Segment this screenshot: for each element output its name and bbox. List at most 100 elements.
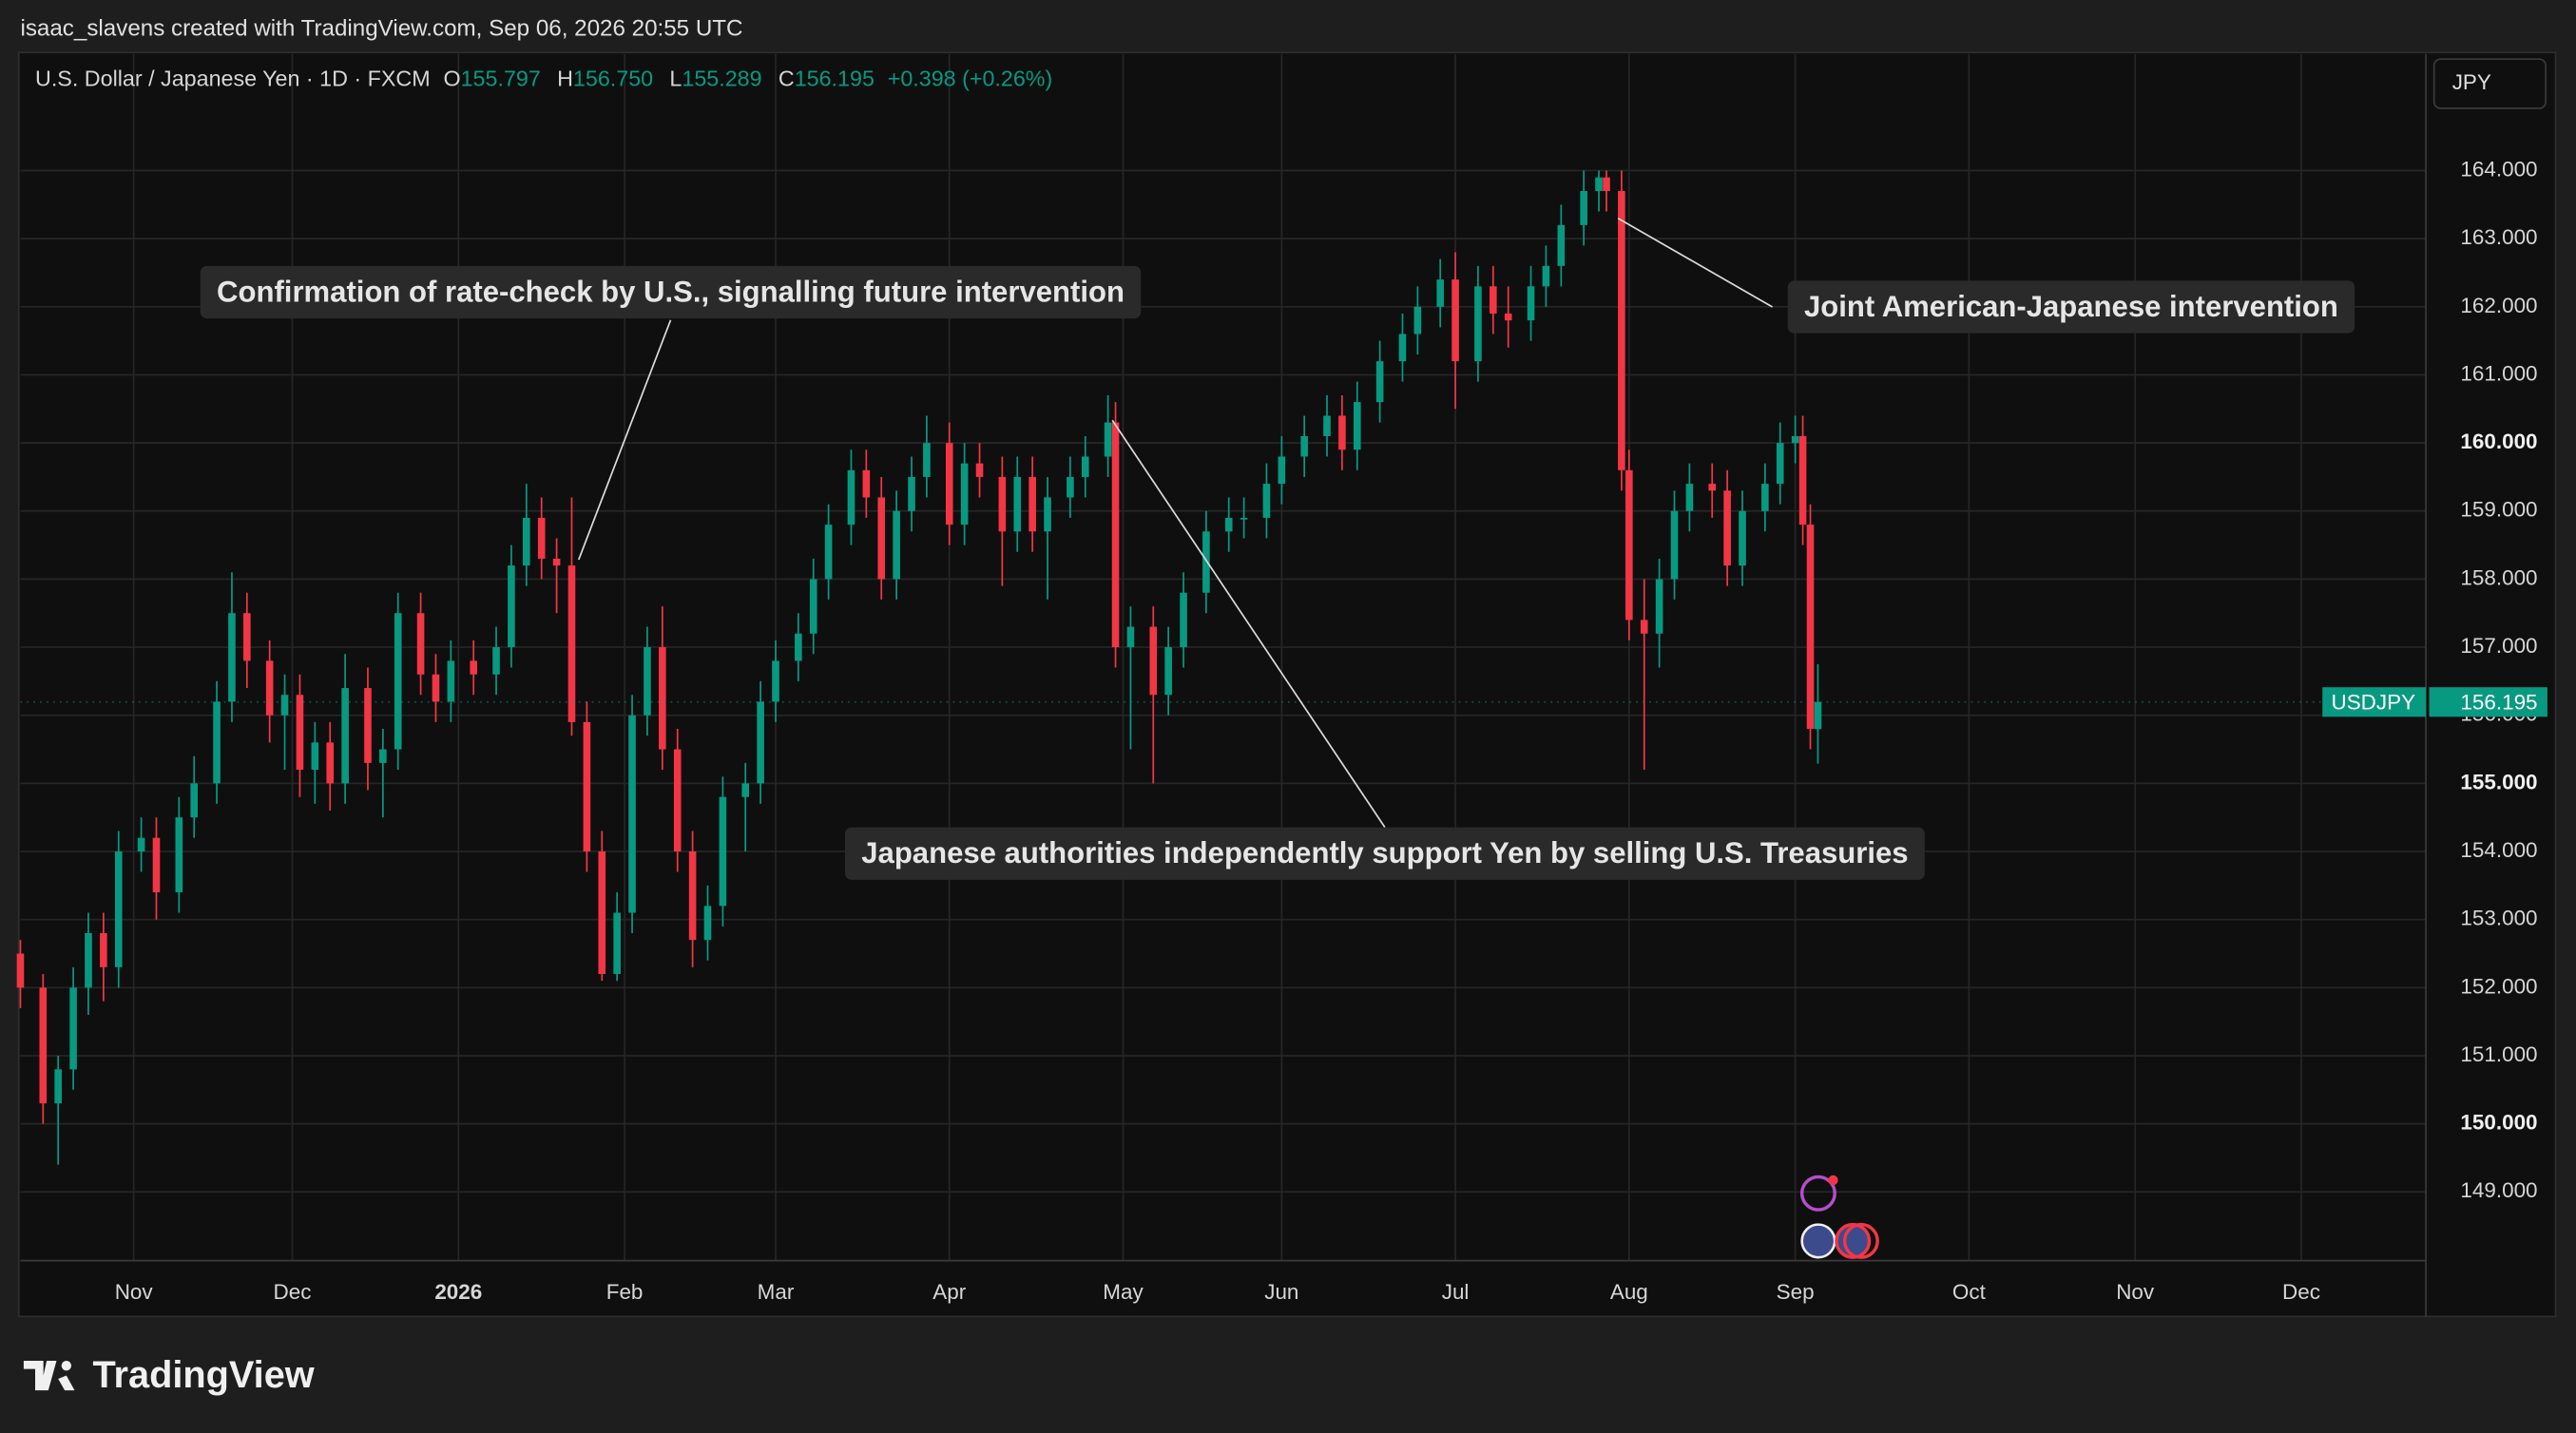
- candle-body: [1542, 265, 1550, 287]
- candle-body: [1451, 279, 1459, 362]
- candle-body: [152, 837, 161, 893]
- candle-body: [1323, 415, 1331, 436]
- grid: [20, 54, 2427, 1261]
- candle-body: [243, 613, 251, 661]
- candle-body: [1398, 334, 1407, 362]
- legend-value: 155.797: [461, 67, 541, 91]
- event-icon[interactable]: [1842, 1222, 1879, 1259]
- y-tick-label: 162.000: [2460, 294, 2537, 317]
- candle-body: [1798, 435, 1807, 525]
- y-tick-label: 158.000: [2460, 565, 2537, 589]
- symbol-tag-label: USDJPY: [2332, 690, 2416, 714]
- candle-body: [364, 688, 372, 763]
- event-icon[interactable]: [1835, 1222, 1872, 1259]
- callout-line: [577, 319, 672, 561]
- candle-body: [1104, 422, 1112, 457]
- candle-body: [673, 749, 682, 852]
- x-tick-label: Nov: [2116, 1280, 2155, 1304]
- candle-body: [772, 660, 779, 702]
- x-tick-label: May: [1103, 1280, 1144, 1304]
- candle-body: [1527, 286, 1535, 321]
- candle-body: [847, 469, 855, 525]
- candle-body: [508, 565, 515, 648]
- candle-body: [416, 613, 425, 675]
- callout-line: [1617, 217, 1774, 308]
- event-icon[interactable]: [1799, 1175, 1836, 1212]
- x-tick-label: Dec: [2282, 1280, 2320, 1304]
- y-tick-label: 155.000: [2460, 770, 2537, 793]
- y-tick-label: 154.000: [2460, 838, 2537, 862]
- y-tick-label: 150.000: [2460, 1111, 2537, 1135]
- candle-body: [1413, 306, 1422, 334]
- event-dot: [1828, 1175, 1838, 1186]
- candle-body: [1806, 525, 1815, 730]
- candle-body: [1670, 510, 1679, 580]
- candle-body: [552, 558, 561, 566]
- event-icon[interactable]: [1800, 1223, 1836, 1259]
- candle-body: [824, 525, 833, 580]
- candle-body: [1723, 490, 1731, 566]
- candle-body: [703, 906, 712, 941]
- x-tick-label: Jun: [1264, 1280, 1298, 1304]
- x-tick-label: Nov: [115, 1280, 154, 1304]
- candle-body: [975, 463, 984, 477]
- x-tick-label: Apr: [932, 1280, 966, 1304]
- candle-body: [537, 517, 546, 559]
- candles: [16, 170, 1822, 1165]
- candle-body: [1557, 224, 1566, 266]
- candle-body: [1044, 497, 1051, 532]
- candle-body: [1149, 626, 1158, 696]
- candle-body: [175, 817, 183, 893]
- y-tick-label: 153.000: [2460, 907, 2537, 930]
- symbol-tag: [2322, 687, 2427, 717]
- currency-button-label[interactable]: JPY: [2452, 70, 2491, 94]
- currency-button[interactable]: [2432, 58, 2547, 109]
- candle-body: [659, 647, 666, 750]
- candle-body: [741, 783, 750, 797]
- candle-body: [326, 742, 335, 784]
- logo-mark: [58, 1375, 75, 1391]
- candle-body: [1436, 279, 1444, 307]
- candle-body: [628, 715, 636, 913]
- candle-body: [1474, 286, 1482, 362]
- candle-body: [757, 701, 764, 784]
- price-tag-label: 156.195: [2460, 690, 2537, 714]
- candle-body: [719, 796, 727, 907]
- callout-box: [200, 265, 1142, 319]
- legend-value: 155.289: [682, 67, 761, 91]
- candle-body: [1240, 517, 1248, 520]
- candle-body: [447, 660, 455, 702]
- chart-panel: [17, 51, 2557, 1318]
- x-tick-label: Jul: [1442, 1280, 1470, 1304]
- candle-body: [1278, 456, 1286, 485]
- candle-body: [613, 912, 621, 974]
- candle-body: [280, 695, 289, 716]
- callout-text: Joint American-Japanese intervention: [1804, 290, 2338, 323]
- candle-body: [432, 674, 440, 702]
- candle-body: [1739, 510, 1746, 566]
- candle-body: [862, 469, 871, 498]
- legend-title: U.S. Dollar / Japanese Yen · 1D · FXCM: [35, 67, 431, 91]
- callout-text: Japanese authorities independently suppo…: [861, 836, 1908, 869]
- candle-body: [1603, 177, 1610, 192]
- candle-body: [567, 565, 576, 722]
- candle-body: [945, 443, 953, 525]
- candle-body: [1013, 476, 1022, 532]
- candle-body: [1338, 415, 1346, 450]
- candle-body: [265, 660, 274, 716]
- candle-body: [190, 783, 199, 818]
- candle-body: [1580, 191, 1587, 225]
- x-tick-label: Oct: [1952, 1280, 1987, 1304]
- candle-body: [893, 510, 900, 580]
- candle-body: [1625, 469, 1633, 621]
- x-tick-label: Feb: [606, 1280, 644, 1304]
- candle-body: [960, 463, 969, 525]
- event-icons: [1799, 1175, 1879, 1259]
- candle-body: [1028, 476, 1036, 532]
- y-tick-label: 163.000: [2460, 225, 2537, 249]
- candle-body: [1202, 531, 1210, 593]
- logo-mark: [23, 1360, 57, 1391]
- candle-body: [1224, 517, 1233, 532]
- candle-body: [1814, 701, 1822, 730]
- legend-value: 156.195: [795, 67, 875, 91]
